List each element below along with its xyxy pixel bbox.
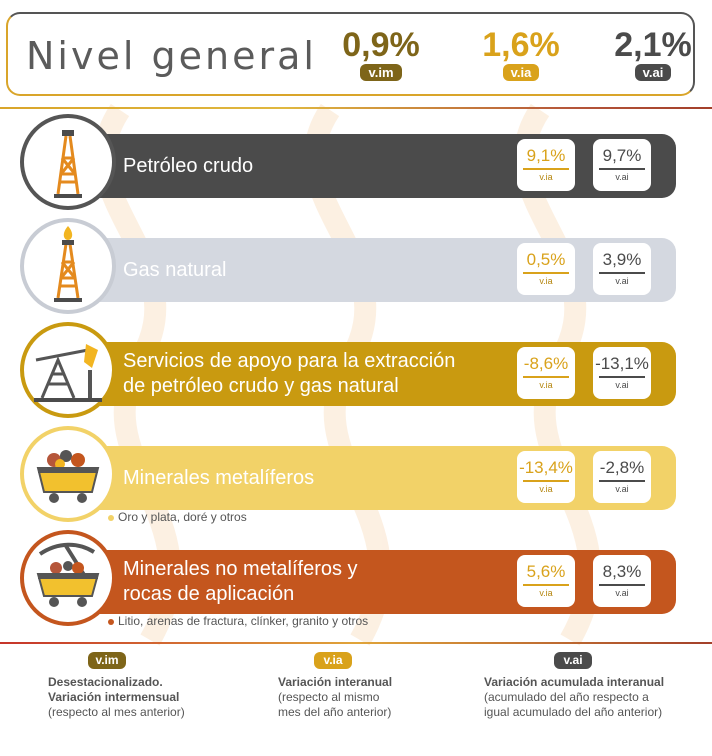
sector-bar: Minerales no metalíferos y rocas de apli… bbox=[75, 550, 676, 614]
legend-vai: v.ai Variación acumulada interanual (acu… bbox=[484, 652, 664, 720]
via-tag: v.ia bbox=[539, 171, 553, 182]
sector-label: Minerales metalíferos bbox=[123, 467, 315, 489]
legend-vai-tag: v.ai bbox=[554, 652, 592, 669]
crude-oil-via-stat: 9,1% v.ia bbox=[517, 139, 575, 191]
mine-cart-icon bbox=[20, 426, 116, 522]
via-tag: v.ia bbox=[539, 275, 553, 286]
vai-tag: v.ai bbox=[615, 587, 629, 598]
vai-tag: v.ai bbox=[615, 275, 629, 286]
bottom-divider bbox=[0, 642, 712, 644]
vai-value: 3,9% bbox=[602, 250, 642, 269]
bullet-dot-icon bbox=[108, 618, 114, 625]
natural-gas-via-stat: 0,5% v.ia bbox=[517, 243, 575, 295]
non-metal-minerals-vai-stat: 8,3% v.ai bbox=[593, 555, 651, 607]
sector-label: Petróleo crudo bbox=[123, 155, 254, 177]
legend-via: v.ia Variación interanual (respecto al m… bbox=[278, 652, 392, 720]
top-divider bbox=[0, 107, 712, 109]
general-vai-value: 2,1% bbox=[614, 26, 692, 64]
legend-vim-title2: Variación intermensual bbox=[48, 690, 180, 704]
sector-bar: Minerales metalíferos bbox=[75, 446, 676, 510]
sector-label-line2: de petróleo crudo y gas natural bbox=[123, 375, 399, 397]
non-metal-minerals-note: Litio, arenas de fractura, clínker, gran… bbox=[108, 614, 368, 628]
vai-value: 9,7% bbox=[602, 146, 642, 165]
vai-tag: v.ai bbox=[615, 379, 629, 390]
via-tag: v.ia bbox=[539, 587, 553, 598]
sector-label-line1: Minerales no metalíferos y bbox=[123, 558, 358, 580]
sector-bar: Servicios de apoyo para la extracción de… bbox=[75, 342, 676, 406]
general-vai-tag: v.ai bbox=[634, 64, 672, 81]
legend-via-desc2: mes del año anterior) bbox=[278, 705, 392, 719]
sector-row-metal-minerals: Minerales metalíferos -13,4% v.ia -2,8% … bbox=[20, 426, 676, 522]
sector-bar: Gas natural bbox=[75, 238, 676, 302]
legend-vai-desc2: igual acumulado del año anterior) bbox=[484, 705, 663, 719]
vai-value: -2,8% bbox=[599, 458, 645, 477]
page-title: Nivel general bbox=[26, 34, 317, 78]
sector-row-non-metal-minerals: Minerales no metalíferos y rocas de apli… bbox=[20, 530, 676, 626]
support-services-vai-stat: -13,1% v.ai bbox=[593, 347, 651, 399]
metal-minerals-vai-stat: -2,8% v.ai bbox=[593, 451, 651, 503]
sector-label: Gas natural bbox=[123, 259, 227, 281]
legend-vim-tag: v.im bbox=[88, 652, 126, 669]
pumpjack-icon bbox=[20, 322, 116, 418]
general-vim-stat: 0,9% v.im bbox=[326, 26, 436, 82]
via-value: 9,1% bbox=[526, 146, 566, 165]
legend-via-title: Variación interanual bbox=[278, 675, 393, 689]
via-value: -8,6% bbox=[523, 354, 569, 373]
general-vim-tag: v.im bbox=[360, 64, 402, 81]
legend-via-tag: v.ia bbox=[314, 652, 352, 669]
crude-oil-vai-stat: 9,7% v.ai bbox=[593, 139, 651, 191]
metal-minerals-note: Oro y plata, doré y otros bbox=[108, 510, 247, 524]
legend-vai-desc1: (acumulado del año respecto a bbox=[484, 690, 649, 704]
support-services-via-stat: -8,6% v.ia bbox=[517, 347, 575, 399]
sector-bar: Petróleo crudo bbox=[75, 134, 676, 198]
sector-row-support-services: Servicios de apoyo para la extracción de… bbox=[20, 322, 676, 418]
bullet-dot-icon bbox=[108, 514, 114, 521]
via-value: 0,5% bbox=[526, 250, 566, 269]
note-text: Oro y plata, doré y otros bbox=[118, 510, 247, 524]
sector-label-line2: rocas de aplicación bbox=[123, 583, 295, 605]
legend-vim-title1: Desestacionalizado. bbox=[48, 675, 163, 689]
non-metal-minerals-via-stat: 5,6% v.ia bbox=[517, 555, 575, 607]
sector-row-crude-oil: Petróleo crudo 9,1% v.ia 9,7% v.ai bbox=[20, 114, 676, 210]
vai-value: -13,1% bbox=[595, 354, 649, 373]
general-level-panel: Nivel general 0,9% v.im 1,6% v.ia 2,1% v… bbox=[6, 12, 695, 96]
sector-row-natural-gas: Gas natural 0,5% v.ia 3,9% v.ai bbox=[20, 218, 676, 314]
general-vai-stat: 2,1% v.ai bbox=[598, 26, 708, 82]
legend-vim: v.im Desestacionalizado. Variación inter… bbox=[48, 652, 185, 720]
via-value: 5,6% bbox=[526, 562, 566, 581]
general-vim-value: 0,9% bbox=[342, 26, 420, 64]
vai-value: 8,3% bbox=[602, 562, 642, 581]
legend-via-desc1: (respecto al mismo bbox=[278, 690, 380, 704]
via-tag: v.ia bbox=[539, 379, 553, 390]
note-text: Litio, arenas de fractura, clínker, gran… bbox=[118, 614, 369, 628]
sector-label-line1: Servicios de apoyo para la extracción bbox=[123, 350, 456, 372]
gas-derrick-icon bbox=[20, 218, 116, 314]
general-via-tag: v.ia bbox=[502, 64, 540, 81]
legend-vim-desc: (respecto al mes anterior) bbox=[48, 705, 185, 719]
oil-derrick-icon bbox=[20, 114, 116, 210]
pickaxe-cart-icon bbox=[20, 530, 116, 626]
natural-gas-vai-stat: 3,9% v.ai bbox=[593, 243, 651, 295]
general-via-stat: 1,6% v.ia bbox=[466, 26, 576, 82]
via-value: -13,4% bbox=[519, 458, 573, 477]
vai-tag: v.ai bbox=[615, 483, 629, 494]
via-tag: v.ia bbox=[539, 483, 553, 494]
legend-vai-title: Variación acumulada interanual bbox=[484, 675, 665, 689]
metal-minerals-via-stat: -13,4% v.ia bbox=[517, 451, 575, 503]
general-via-value: 1,6% bbox=[482, 26, 560, 64]
vai-tag: v.ai bbox=[615, 171, 629, 182]
